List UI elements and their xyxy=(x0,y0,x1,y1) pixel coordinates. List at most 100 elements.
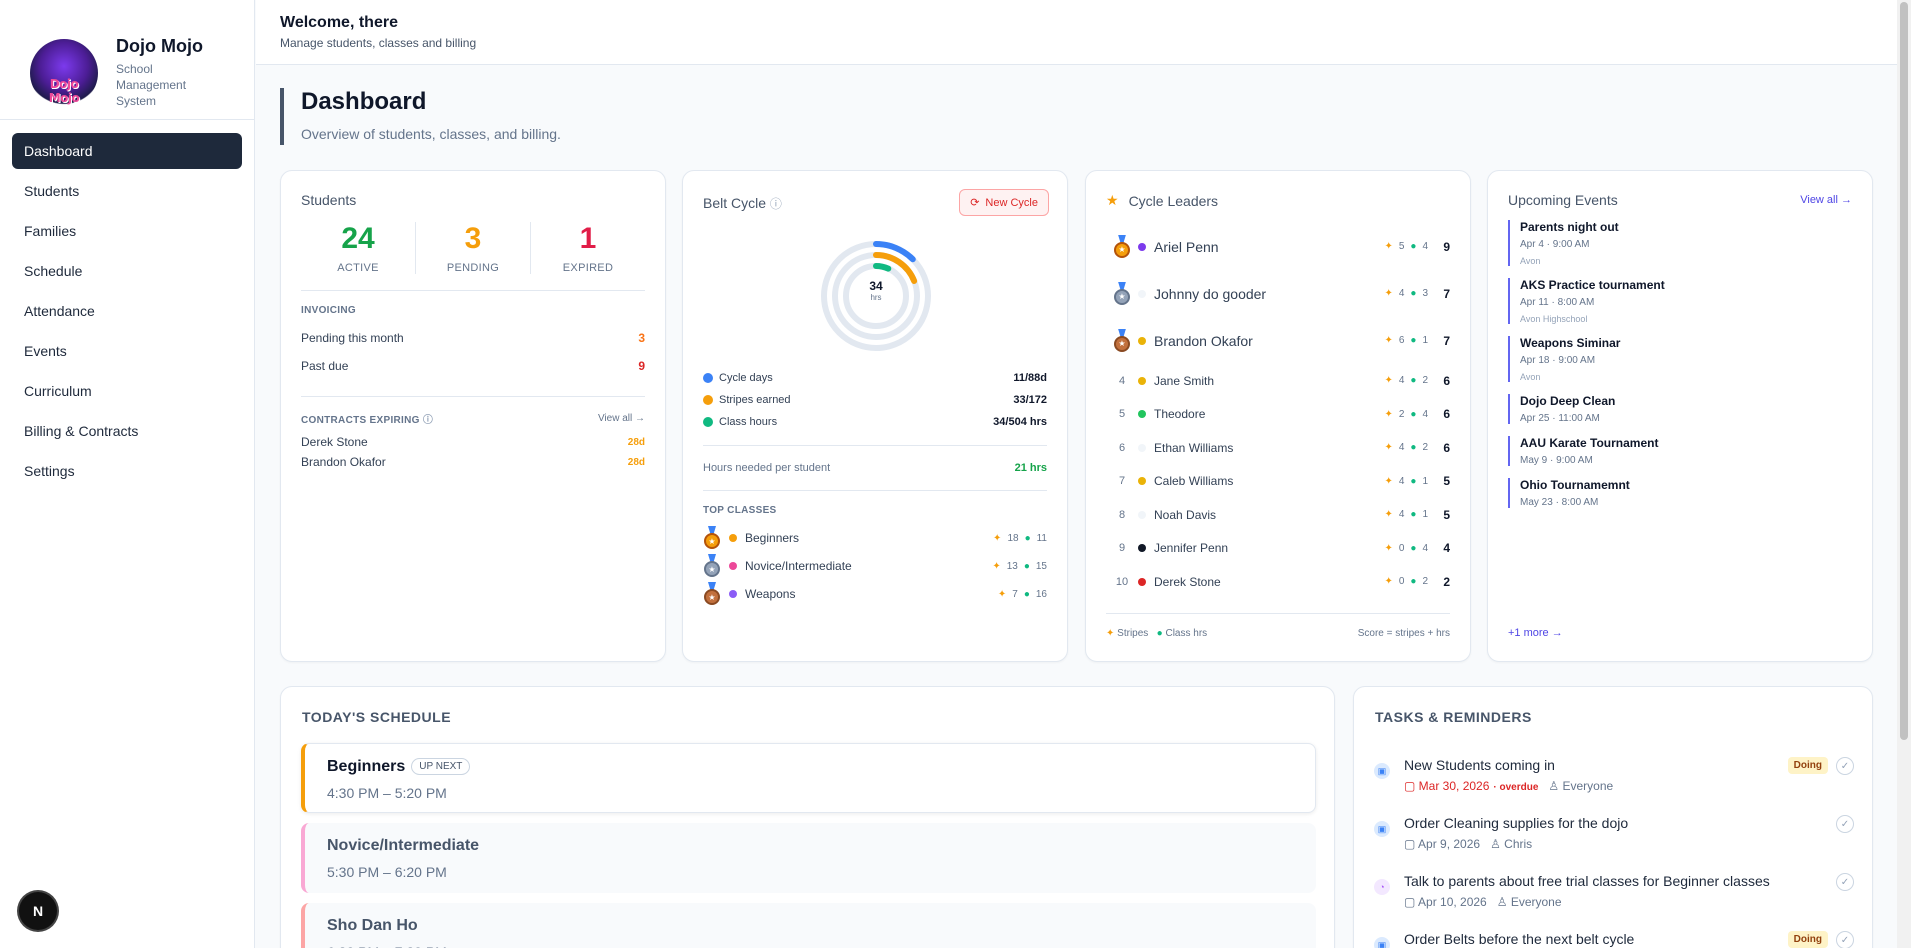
event-title: Weapons Siminar xyxy=(1520,336,1621,350)
top-class-row[interactable]: ★ Weapons ✦ 7 ● 16 xyxy=(703,580,1047,608)
schedule-item[interactable]: Sho Dan Ho 6:30 PM – 7:20 PM xyxy=(301,903,1316,948)
invoicing-row[interactable]: Pending this month 3 xyxy=(301,324,645,352)
hours-dot-icon: ● xyxy=(1410,375,1417,387)
schedule-item[interactable]: Novice/Intermediate 5:30 PM – 6:20 PM xyxy=(301,823,1316,893)
leader-score: 9 xyxy=(1443,239,1450,254)
invoicing-label: Past due xyxy=(301,359,349,373)
invoicing-row[interactable]: Past due 9 xyxy=(301,352,645,380)
scrollbar-thumb[interactable] xyxy=(1900,2,1908,740)
stripe-icon: ✦ xyxy=(1384,475,1393,487)
user-icon: ♙ xyxy=(1548,779,1563,793)
leader-row[interactable]: 7 Caleb Williams ✦ 4 ● 1 5 xyxy=(1106,465,1450,499)
nav-item-students[interactable]: Students xyxy=(24,183,80,199)
nav-item-settings[interactable]: Settings xyxy=(24,463,75,479)
contracts-view-all-link[interactable]: View all → xyxy=(597,413,645,424)
silver-medal-icon: ★ xyxy=(1113,281,1131,306)
leader-breakdown: ✦ 4 ● 1 xyxy=(1384,475,1428,487)
contract-row[interactable]: Brandon Okafor 28d xyxy=(301,452,645,472)
complete-check-icon[interactable]: ✓ xyxy=(1836,931,1854,948)
leader-row[interactable]: 10 Derek Stone ✦ 0 ● 2 2 xyxy=(1106,565,1450,599)
event-item[interactable]: Ohio Tournamemnt May 23 · 8:00 AM xyxy=(1508,478,1852,508)
nav-item-curriculum[interactable]: Curriculum xyxy=(24,383,92,399)
metric-color-dot xyxy=(703,417,713,427)
tasks-card: TASKS & REMINDERS ▣ New Students coming i… xyxy=(1353,686,1873,948)
top-class-row[interactable]: ★ Beginners ✦ 18 ● 11 xyxy=(703,524,1047,552)
task-item[interactable]: ▣ Order Belts before the next belt cycle D… xyxy=(1374,931,1854,948)
task-due-date: ▢ Mar 30, 2026 · overdue xyxy=(1404,779,1539,793)
event-title: Dojo Deep Clean xyxy=(1520,394,1616,408)
stripe-icon: ✦ xyxy=(1384,375,1393,387)
nav-item-billing-contracts[interactable]: Billing & Contracts xyxy=(24,423,139,439)
leader-row[interactable]: 5 Theodore ✦ 2 ● 4 6 xyxy=(1106,398,1450,432)
class-scores: ✦ 13 ● 15 xyxy=(992,560,1047,572)
leader-row[interactable]: 8 Noah Davis ✦ 4 ● 1 5 xyxy=(1106,498,1450,532)
leader-belt-dot xyxy=(1138,443,1146,452)
leader-name: Johnny do gooder xyxy=(1154,285,1267,302)
brand-name: Dojo Mojo xyxy=(116,36,203,56)
stat-active[interactable]: 24 ACTIVE xyxy=(301,222,416,274)
task-meta: ▢ Apr 9, 2026 ♙ Chris xyxy=(1404,837,1836,851)
leader-row[interactable]: ★ Johnny do gooder ✦ 4 ● 3 7 xyxy=(1106,270,1450,317)
complete-check-icon[interactable]: ✓ xyxy=(1836,815,1854,833)
event-item[interactable]: AAU Karate Tournament May 9 · 9:00 AM xyxy=(1508,436,1852,466)
bell-icon: ◔ xyxy=(1374,879,1390,895)
nav-item-schedule[interactable]: Schedule xyxy=(24,263,83,279)
stat-expired[interactable]: 1 EXPIRED xyxy=(531,222,645,274)
nav-item-events[interactable]: Events xyxy=(24,343,67,359)
stat-pending[interactable]: 3 PENDING xyxy=(416,222,531,274)
stripe-icon: ✦ xyxy=(1384,288,1393,299)
events-view-all-link[interactable]: View all → xyxy=(1800,194,1852,206)
event-item[interactable]: Weapons Siminar Apr 18 · 9:00 AM Avon xyxy=(1508,336,1852,382)
stripe-icon: ✦ xyxy=(1384,408,1393,420)
event-item[interactable]: AKS Practice tournament Apr 11 · 8:00 AM A… xyxy=(1508,278,1852,324)
schedule-time: 5:30 PM – 6:20 PM xyxy=(327,864,447,880)
info-icon[interactable]: ⓘ xyxy=(422,415,434,426)
contract-days-left: 28d xyxy=(627,456,645,468)
up-next-badge: UP NEXT xyxy=(411,758,471,775)
new-cycle-button[interactable]: ⟳ New Cycle xyxy=(959,189,1049,216)
leader-score: 7 xyxy=(1443,333,1450,348)
schedule-item[interactable]: Beginners UP NEXT 4:30 PM – 5:20 PM xyxy=(301,743,1316,813)
event-item[interactable]: Dojo Deep Clean Apr 25 · 11:00 AM xyxy=(1508,394,1852,424)
brand[interactable]: Dojo Mojo Dojo Mojo School Management Sy… xyxy=(0,0,254,120)
main-nav: Dashboard Students Families Schedule Attenda… xyxy=(0,120,254,506)
page-scrollbar[interactable] xyxy=(1897,0,1911,948)
event-location: Avon Highschool xyxy=(1520,314,1588,324)
leader-row[interactable]: ★ Brandon Okafor ✦ 6 ● 1 7 xyxy=(1106,317,1450,364)
nav-item-attendance[interactable]: Attendance xyxy=(24,303,95,319)
contract-row[interactable]: Derek Stone 28d xyxy=(301,432,645,452)
dojo-mojo-logo: Dojo Mojo xyxy=(30,38,98,107)
task-item[interactable]: ▣ New Students coming in ▢ Mar 30, 2026 · o… xyxy=(1374,757,1854,813)
hours-dot-icon: ● xyxy=(1024,532,1031,544)
leader-row[interactable]: ★ Ariel Penn ✦ 5 ● 4 9 xyxy=(1106,223,1450,270)
topbar: Welcome, there Manage students, classes … xyxy=(256,0,1897,65)
stripe-icon: ✦ xyxy=(1384,241,1393,252)
todays-schedule-card: TODAY'S SCHEDULE Beginners UP NEXT 4:30 PM… xyxy=(280,686,1335,948)
leader-belt-dot xyxy=(1138,376,1146,385)
devtools-badge[interactable]: N xyxy=(19,892,57,930)
task-meta: ▢ Apr 10, 2026 ♙ Everyone xyxy=(1404,895,1836,909)
task-item[interactable]: ▣ Order Cleaning supplies for the dojo ▢ A… xyxy=(1374,815,1854,871)
leader-row[interactable]: 9 Jennifer Penn ✦ 0 ● 4 4 xyxy=(1106,532,1450,566)
hours-dot-icon: ● xyxy=(1410,288,1417,299)
stat-label: EXPIRED xyxy=(562,262,614,274)
class-color-dot xyxy=(729,590,737,598)
metric-label: Class hours xyxy=(719,416,778,428)
leader-breakdown: ✦ 5 ● 4 xyxy=(1384,241,1428,252)
nav-item-dashboard[interactable]: Dashboard xyxy=(12,133,242,169)
complete-check-icon[interactable]: ✓ xyxy=(1836,873,1854,891)
nav-item-families[interactable]: Families xyxy=(24,223,77,239)
leader-row[interactable]: 4 Jane Smith ✦ 4 ● 2 6 xyxy=(1106,364,1450,398)
stripe-icon: ✦ xyxy=(1384,542,1393,554)
more-events-link[interactable]: +1 more → xyxy=(1508,627,1563,639)
students-card: Students 24 ACTIVE 3 PENDING 1 EXPIRED INVOIC… xyxy=(280,170,666,662)
cycle-metric-row: Cycle days 11/88d xyxy=(703,367,1047,389)
task-item[interactable]: ◔ Talk to parents about free trial classe… xyxy=(1374,873,1854,929)
leader-row[interactable]: 6 Ethan Williams ✦ 4 ● 2 6 xyxy=(1106,431,1450,465)
class-scores: ✦ 18 ● 11 xyxy=(993,532,1047,544)
task-assignee: ♙ Everyone xyxy=(1548,779,1614,793)
event-item[interactable]: Parents night out Apr 4 · 9:00 AM Avon xyxy=(1508,220,1852,266)
info-icon[interactable]: ⓘ xyxy=(769,197,782,211)
complete-check-icon[interactable]: ✓ xyxy=(1836,757,1854,775)
top-class-row[interactable]: ★ Novice/Intermediate ✦ 13 ● 15 xyxy=(703,552,1047,580)
